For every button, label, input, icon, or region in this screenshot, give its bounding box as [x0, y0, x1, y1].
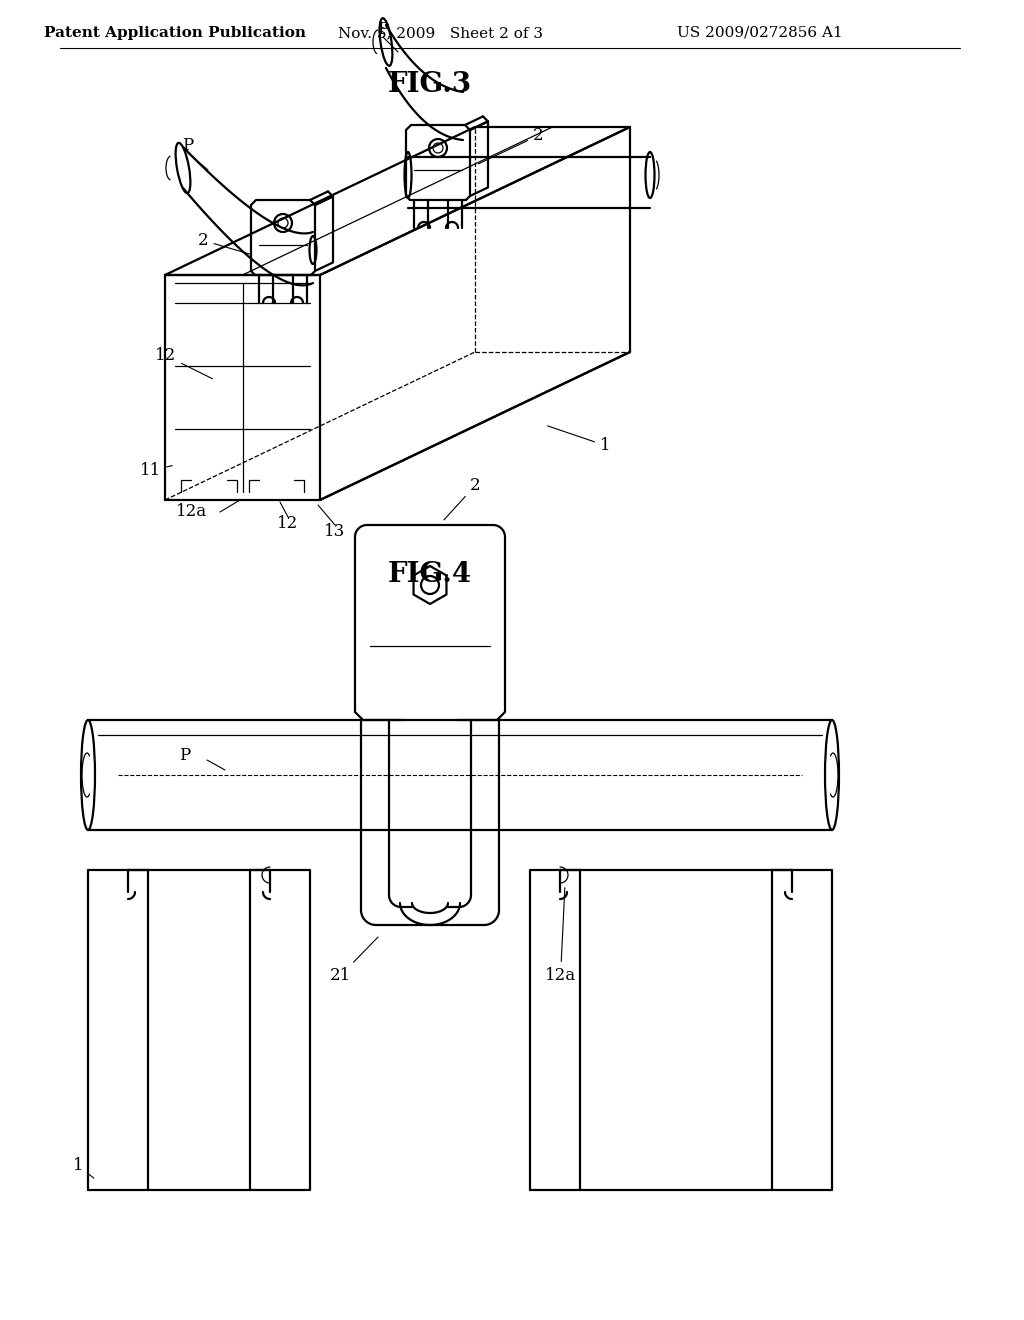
Text: US 2009/0272856 A1: US 2009/0272856 A1	[677, 26, 843, 40]
Text: 11: 11	[140, 462, 172, 479]
Text: FIG.4: FIG.4	[388, 561, 472, 589]
Text: P: P	[179, 747, 190, 763]
Text: 13: 13	[325, 524, 346, 540]
Text: P: P	[182, 136, 194, 153]
Text: 1: 1	[548, 426, 610, 454]
Text: 2: 2	[198, 232, 250, 255]
Text: 1: 1	[73, 1158, 94, 1179]
Text: 21: 21	[330, 937, 378, 983]
Text: Patent Application Publication: Patent Application Publication	[44, 26, 306, 40]
Text: 12: 12	[155, 347, 213, 379]
Text: Nov. 5, 2009   Sheet 2 of 3: Nov. 5, 2009 Sheet 2 of 3	[338, 26, 543, 40]
Text: 2: 2	[478, 127, 544, 164]
Text: 2: 2	[443, 477, 480, 520]
Text: FIG.3: FIG.3	[388, 71, 472, 99]
Text: P: P	[378, 21, 389, 38]
Text: 12: 12	[278, 516, 299, 532]
Text: 12a: 12a	[545, 888, 577, 983]
Text: 12a: 12a	[176, 503, 208, 520]
